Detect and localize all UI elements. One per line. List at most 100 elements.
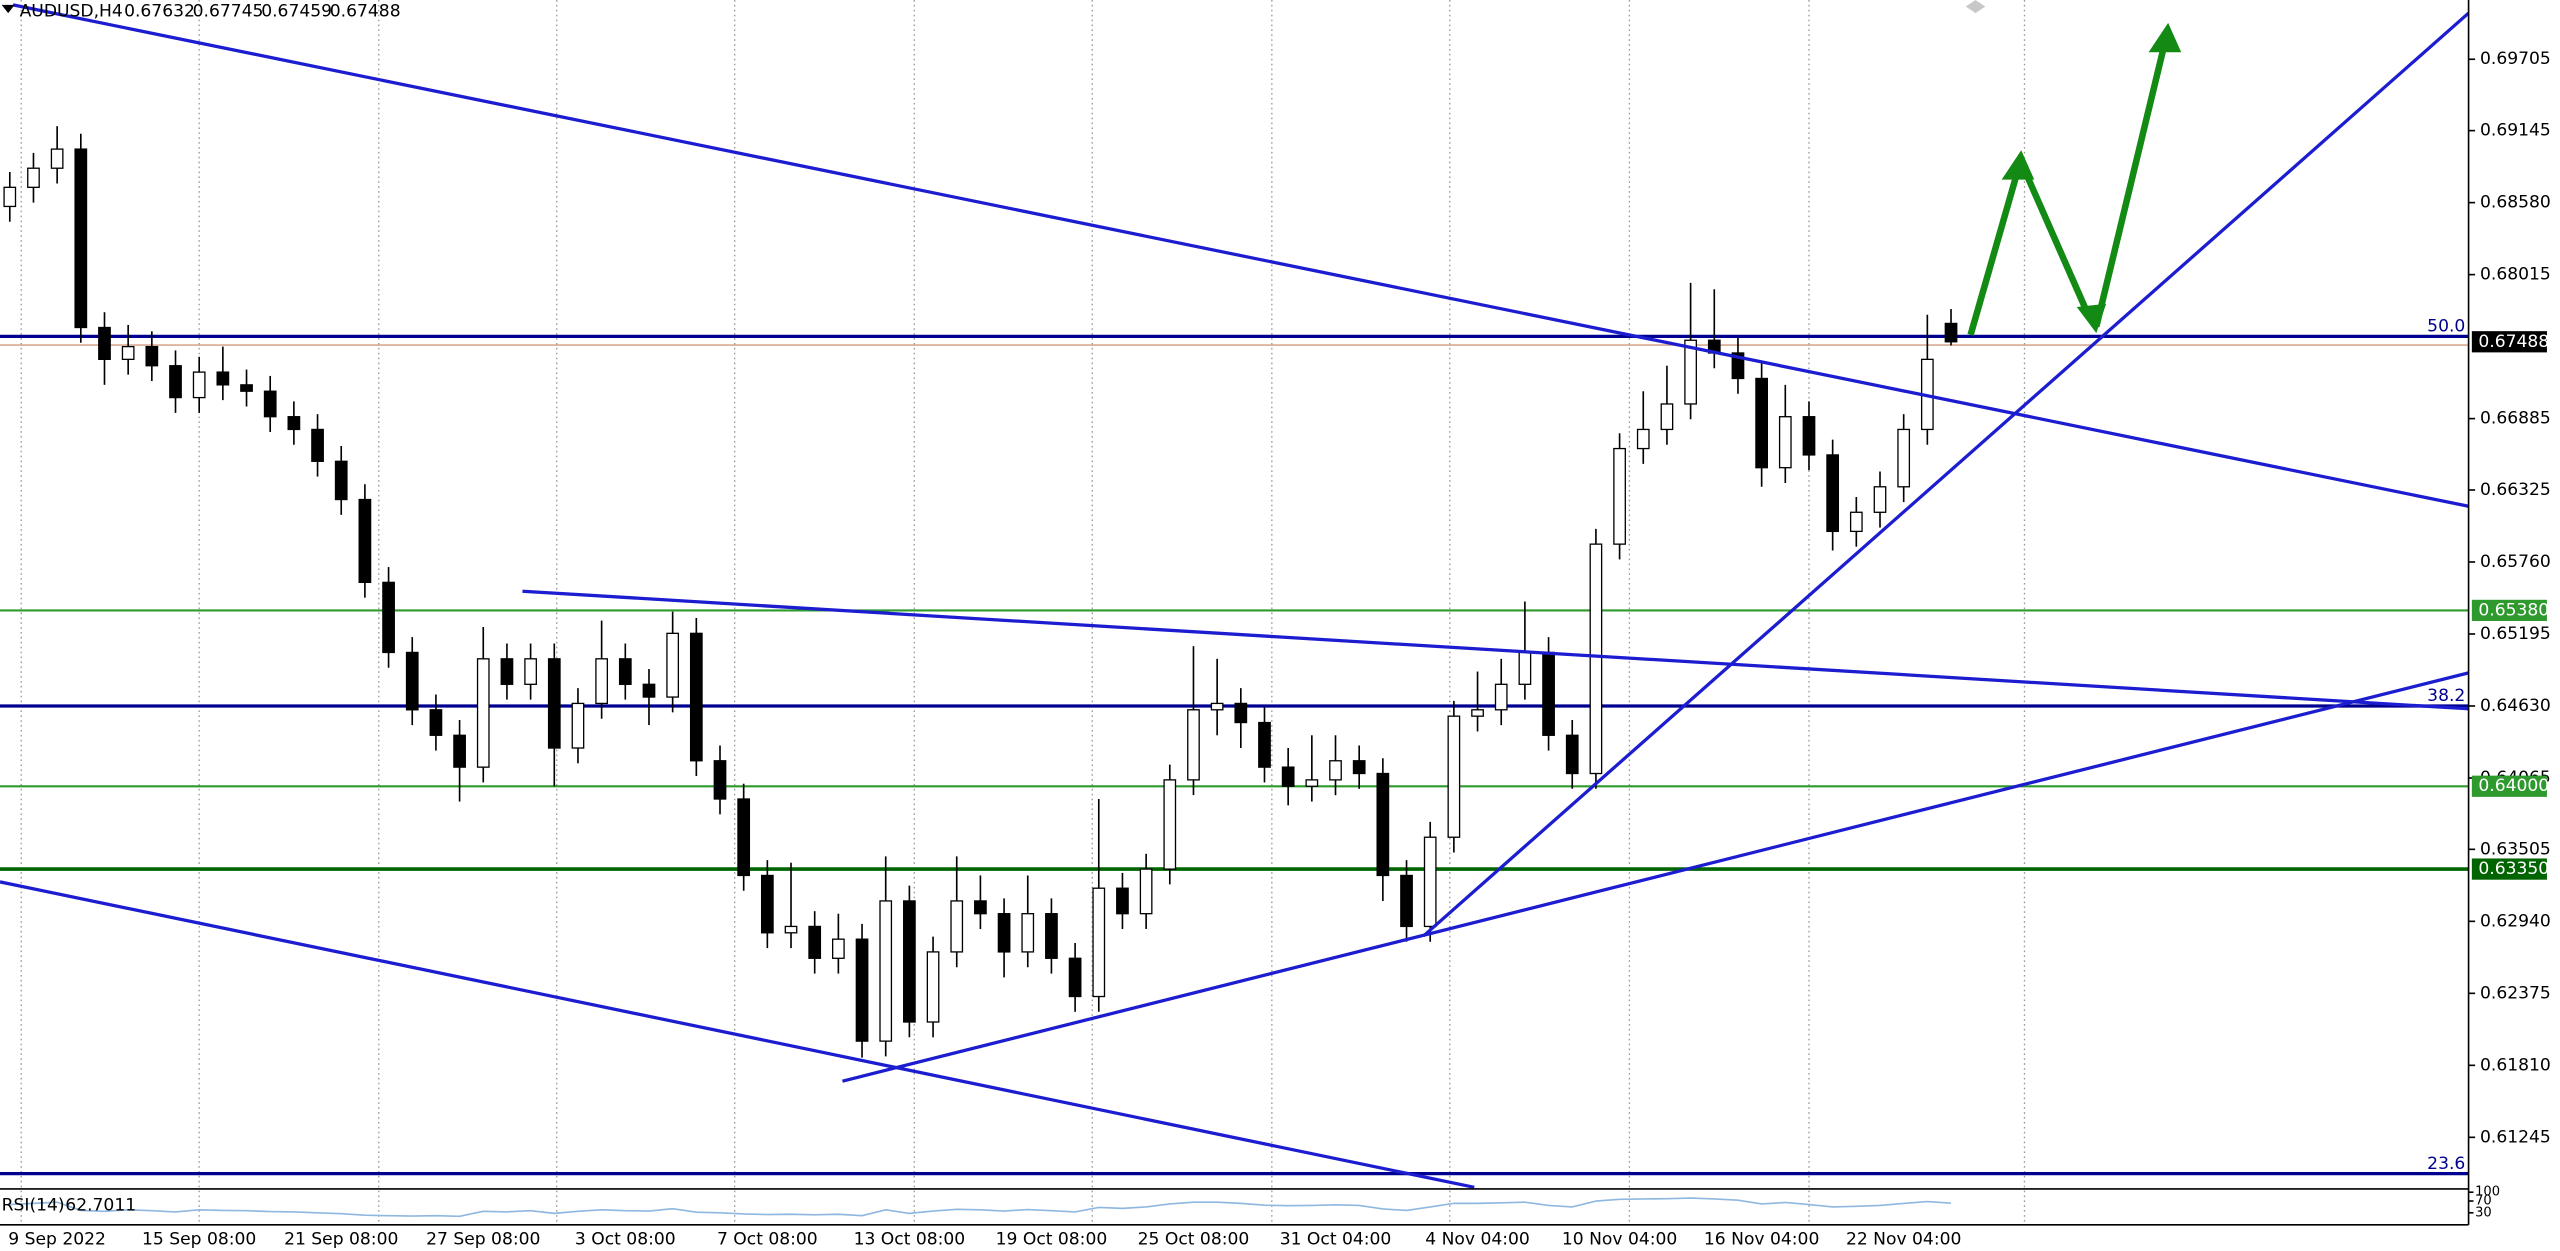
candle-body [618,658,632,685]
x-tick-label: 15 Sep 08:00 [142,1230,256,1250]
y-tick-label: 0.61245 [2480,1127,2551,1147]
candle-body [547,658,561,749]
candle-body [1376,772,1390,877]
candle-body [1802,416,1816,456]
candle-body [74,148,88,329]
candle-body [1116,887,1129,915]
candle-body [1684,339,1697,405]
arrow-up [2093,41,2169,328]
candle-body [1187,709,1200,781]
y-tick-label: 0.62375 [2480,983,2551,1003]
last-price-box [2471,331,2547,353]
x-tick-label: 22 Nov 04:00 [1846,1230,1961,1250]
trendline [0,880,1475,1189]
candle-body [737,798,751,877]
fib-label: 23.6 [2427,1154,2465,1174]
arrow-down [2021,168,2093,320]
marker [1965,0,1986,14]
candle-body [784,925,798,934]
candle-body [169,365,182,399]
candle-body [145,345,159,367]
price-level-label: 0.64000 [2478,776,2549,796]
candle-body [1731,352,1745,380]
candle-body [216,371,230,386]
trendline [842,671,2469,1083]
candle-body [192,371,206,399]
trendlines [0,3,2470,1189]
price-level-box [2471,858,2547,880]
candle-body [1873,486,1887,513]
candle-body [358,498,372,584]
candle-body [903,900,916,1023]
x-tick-label: 9 Sep 2022 [8,1230,106,1250]
x-tick-label: 27 Sep 08:00 [426,1230,540,1250]
y-tick-label: 0.63505 [2480,839,2551,859]
candle-body [760,874,774,934]
candle-body [879,900,893,1042]
candle-body [1210,702,1224,711]
y-tick-label: 0.65760 [2480,552,2551,572]
x-tick-label: 31 Oct 04:00 [1280,1230,1392,1250]
candle-body [1518,651,1532,685]
candle-body [98,326,111,361]
trendline [522,589,2469,711]
x-tick-label: 13 Oct 08:00 [854,1230,966,1250]
candle-body [713,760,727,800]
candle-body [1542,651,1555,736]
price-level-box [2471,599,2547,622]
y-tick-label: 0.66325 [2480,480,2551,500]
y-tick-label: 0.61810 [2480,1055,2551,1075]
rsi-value: 62.7011 [65,1195,136,1215]
x-tick-label: 25 Oct 08:00 [1138,1230,1250,1250]
candle-body [571,702,585,749]
y-tick-label: 0.69145 [2480,121,2551,141]
x-tick-label: 16 Nov 04:00 [1704,1230,1819,1250]
candle-body [121,345,135,361]
candle-body [1352,760,1366,775]
candle-body [997,913,1011,953]
candle-body [1021,913,1035,953]
candles [3,126,1958,1058]
candle-body [1849,511,1863,533]
rsi-name: RSI(14) [2,1195,65,1215]
candle-body [1636,428,1650,450]
candle-body [382,581,395,654]
x-tick-label: 19 Oct 08:00 [996,1230,1108,1250]
candle-body [1305,779,1319,787]
candle-body [524,658,537,685]
candle-body [1944,322,1958,343]
candle-body [1613,447,1626,545]
candle-body [1660,403,1674,431]
candle-body [926,951,940,1023]
x-tick-label: 7 Oct 08:00 [717,1230,818,1250]
candle-body [240,384,253,392]
candle-body [1281,766,1295,787]
rsi-line [9,1197,1952,1218]
candle-body [1897,428,1911,488]
trendline [1422,11,2470,938]
candle-body [453,734,466,768]
candle-body [1163,779,1177,870]
header-low: 0.67459 [261,1,332,21]
candle-body [832,938,845,959]
x-tick-label: 21 Sep 08:00 [284,1230,398,1250]
header-high: 0.67745 [193,1,264,21]
rsi-tick-label: 30 [2475,1205,2492,1220]
candle-body [27,167,40,188]
candle-body [429,709,443,736]
candle-body [1826,454,1840,533]
rsi-tick-label: 100 [2475,1185,2500,1200]
axes: 0.69705 0.69145 0.68580 0.68015 0.66885 0.663… [8,49,2550,1249]
x-tick-label: 10 Nov 04:00 [1562,1230,1677,1250]
price-level-label: 0.65380 [2478,600,2549,620]
candle-body [1045,913,1058,959]
candle-body [263,390,277,418]
header-open: 0.67632 [124,1,195,21]
header-icon [1,4,15,14]
candle-body [855,938,869,1042]
arrow-head [2148,22,2182,53]
